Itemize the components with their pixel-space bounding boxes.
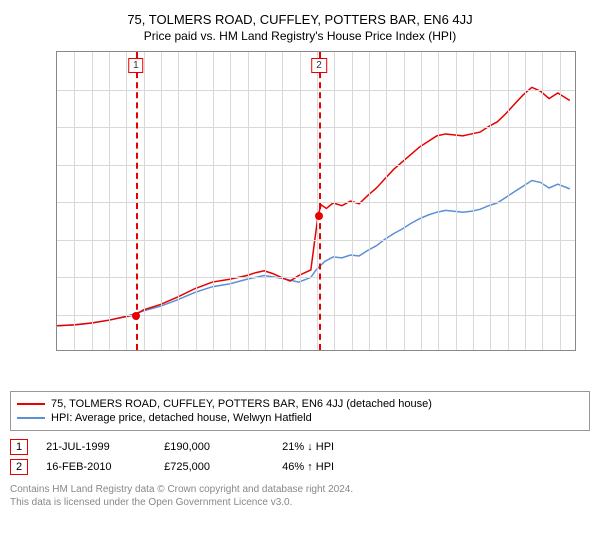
gridline-v [386, 52, 387, 350]
legend-swatch [17, 403, 45, 405]
gridline-v [438, 52, 439, 350]
chart-subtitle: Price paid vs. HM Land Registry's House … [10, 29, 590, 43]
gridline-v [196, 52, 197, 350]
sales-date: 21-JUL-1999 [46, 441, 146, 453]
gridline-h [57, 277, 575, 278]
series-red [57, 87, 570, 325]
gridline-h [57, 165, 575, 166]
legend-row: HPI: Average price, detached house, Welw… [17, 412, 583, 424]
footnote: Contains HM Land Registry data © Crown c… [10, 483, 590, 509]
sales-tag: 1 [10, 439, 28, 455]
sales-table: 1 21-JUL-1999 £190,000 21% ↓ HPI 2 16-FEB-201… [10, 439, 590, 475]
gridline-v [126, 52, 127, 350]
gridline-v [161, 52, 162, 350]
gridline-v [178, 52, 179, 350]
marker-tag: 1 [128, 58, 144, 73]
gridline-h [57, 127, 575, 128]
gridline-v [334, 52, 335, 350]
gridline-h [57, 90, 575, 91]
sales-delta: 46% ↑ HPI [282, 461, 382, 473]
marker-line [319, 52, 321, 350]
gridline-v [421, 52, 422, 350]
marker-dot [315, 212, 323, 220]
gridline-v [490, 52, 491, 350]
gridline-v [300, 52, 301, 350]
gridline-h [57, 240, 575, 241]
gridline-v [92, 52, 93, 350]
gridline-v [74, 52, 75, 350]
sales-row: 1 21-JUL-1999 £190,000 21% ↓ HPI [10, 439, 590, 455]
gridline-v [369, 52, 370, 350]
gridline-v [144, 52, 145, 350]
marker-line [136, 52, 138, 350]
gridline-v [456, 52, 457, 350]
gridline-v [213, 52, 214, 350]
legend-label: 75, TOLMERS ROAD, CUFFLEY, POTTERS BAR, … [51, 398, 432, 410]
gridline-v [508, 52, 509, 350]
chart-container: 75, TOLMERS ROAD, CUFFLEY, POTTERS BAR, … [10, 12, 590, 509]
marker-tag: 2 [311, 58, 327, 73]
legend-swatch [17, 417, 45, 419]
plot-area: £0£200K£400K£600K£800K£1.0M£1.2M£1.4M£1.… [56, 51, 576, 351]
plot-wrapper: £0£200K£400K£600K£800K£1.0M£1.2M£1.4M£1.… [56, 51, 590, 351]
gridline-v [317, 52, 318, 350]
gridline-v [525, 52, 526, 350]
sales-date: 16-FEB-2010 [46, 461, 146, 473]
gridline-v [542, 52, 543, 350]
gridline-v [352, 52, 353, 350]
gridline-v [265, 52, 266, 350]
legend-row: 75, TOLMERS ROAD, CUFFLEY, POTTERS BAR, … [17, 398, 583, 410]
gridline-v [404, 52, 405, 350]
sales-price: £725,000 [164, 461, 264, 473]
gridline-v [560, 52, 561, 350]
gridline-v [248, 52, 249, 350]
legend: 75, TOLMERS ROAD, CUFFLEY, POTTERS BAR, … [10, 391, 590, 431]
footnote-line2: This data is licensed under the Open Gov… [10, 496, 590, 509]
marker-dot [132, 312, 140, 320]
gridline-v [473, 52, 474, 350]
sales-tag: 2 [10, 459, 28, 475]
gridline-v [109, 52, 110, 350]
gridline-v [282, 52, 283, 350]
sales-row: 2 16-FEB-2010 £725,000 46% ↑ HPI [10, 459, 590, 475]
line-svg [57, 52, 575, 350]
footnote-line1: Contains HM Land Registry data © Crown c… [10, 483, 590, 496]
chart-title: 75, TOLMERS ROAD, CUFFLEY, POTTERS BAR, … [10, 12, 590, 27]
gridline-v [230, 52, 231, 350]
gridline-h [57, 202, 575, 203]
sales-delta: 21% ↓ HPI [282, 441, 382, 453]
legend-label: HPI: Average price, detached house, Welw… [51, 412, 312, 424]
sales-price: £190,000 [164, 441, 264, 453]
